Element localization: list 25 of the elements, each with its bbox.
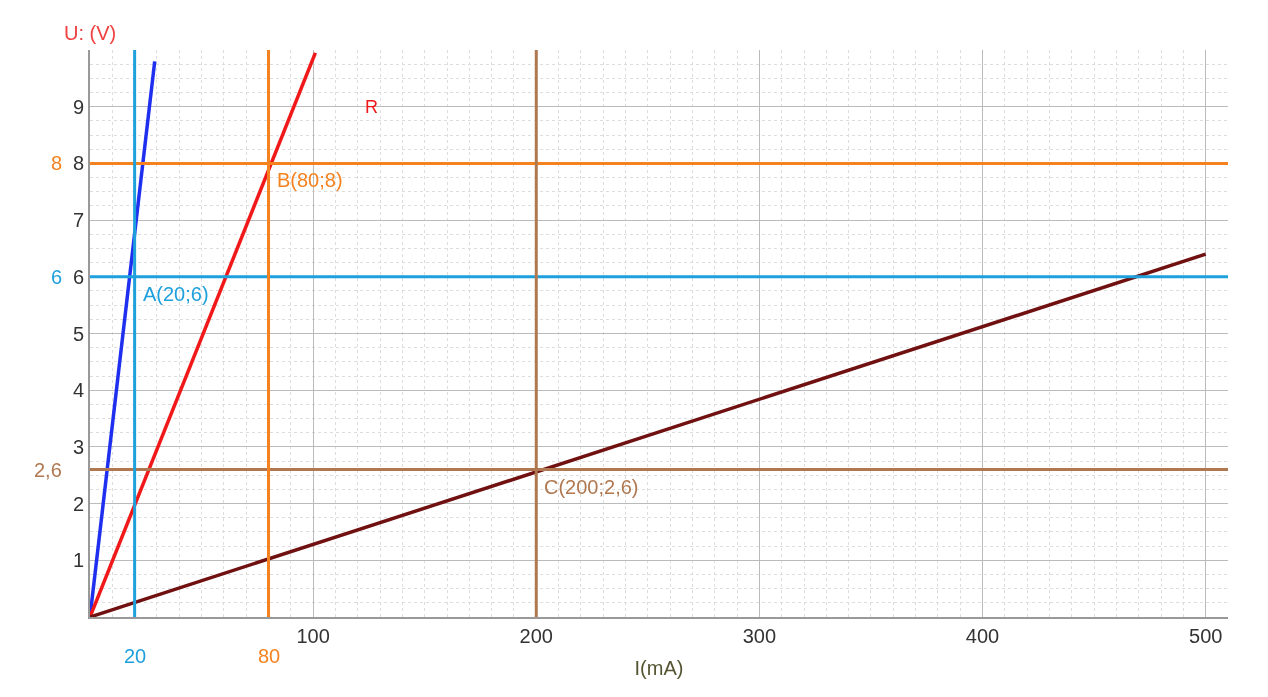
y-tick-label: 7 (72, 209, 84, 232)
ref-line-label: 20 (124, 645, 147, 667)
y-tick-label: 2 (72, 492, 84, 515)
annotation: C(200;2,6) (544, 476, 639, 498)
y-tick-label: 8 (72, 152, 84, 175)
x-axis-title: I(mA) (634, 657, 684, 679)
x-tick-label: 200 (519, 625, 553, 647)
ref-line-label: 2,6 (34, 459, 62, 481)
x-tick-label: 400 (965, 625, 1000, 647)
annotation: A(20;6) (143, 283, 209, 305)
x-tick-label: 500 (1189, 625, 1223, 647)
y-tick-label: 3 (72, 435, 84, 458)
x-tick-label: 300 (742, 625, 777, 647)
y-tick-label: 4 (72, 379, 84, 402)
x-tick-label: 100 (296, 625, 330, 647)
annotation: B(80;8) (277, 169, 343, 191)
y-axis-title: U: (V) (64, 22, 117, 44)
ref-line-label: 80 (258, 645, 281, 667)
y-tick-label: 1 (72, 549, 84, 572)
ref-line-label: 6 (51, 266, 63, 288)
annotation: R (365, 97, 378, 117)
y-tick-label: 9 (72, 95, 84, 118)
y-tick-label: 6 (72, 265, 84, 288)
ref-line-label: 8 (51, 152, 63, 174)
y-tick-label: 5 (72, 322, 84, 345)
